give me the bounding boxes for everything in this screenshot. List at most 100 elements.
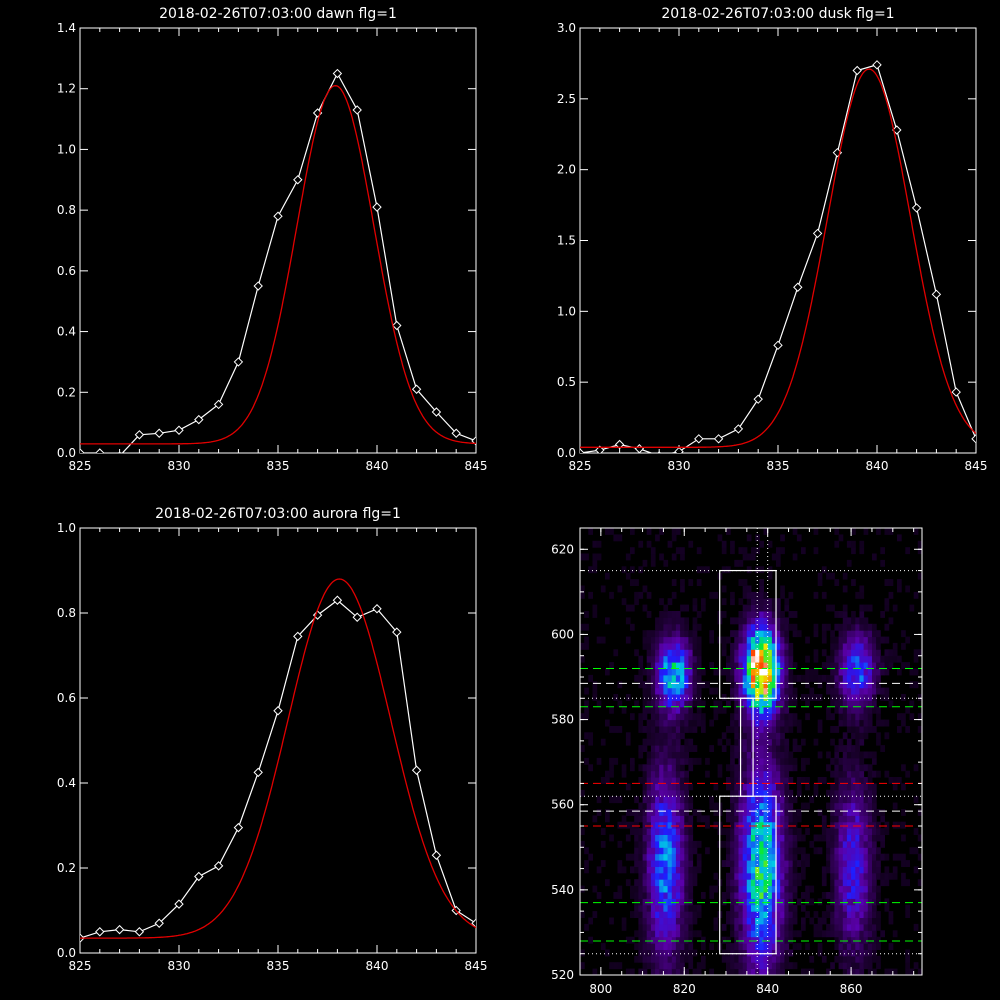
data-point: [253, 281, 263, 291]
y-tick-label: 0.6: [57, 264, 76, 278]
data-point: [694, 434, 704, 444]
data-point: [273, 211, 283, 221]
data-point: [614, 439, 625, 450]
data-point: [872, 60, 882, 70]
y-tick-label: 580: [551, 713, 574, 727]
y-tick-label: 1.0: [57, 521, 76, 535]
data-point: [773, 340, 783, 351]
x-tick-label: 830: [168, 959, 191, 973]
data-point: [657, 451, 662, 453]
x-tick-label: 825: [569, 459, 592, 473]
data-point: [134, 927, 145, 937]
data-point: [753, 394, 763, 404]
y-tick-label: 0.5: [557, 375, 576, 389]
data-point: [95, 927, 105, 937]
y-tick-label: 2.0: [557, 163, 576, 177]
data-point: [95, 448, 105, 453]
y-tick-label: 620: [551, 542, 574, 556]
data-point: [194, 871, 204, 882]
data-point: [931, 289, 942, 300]
y-tick-label: 600: [551, 627, 574, 641]
image-panel: 800 820 840 860 520 540 560 580 600 620: [551, 527, 923, 996]
data-point: [733, 424, 744, 434]
data-point: [372, 604, 382, 614]
y-tick-label: 0.8: [57, 606, 76, 620]
x-tick-label: 835: [267, 459, 290, 473]
y-tick-label: 0.0: [557, 446, 576, 460]
chart-title: 2018-02-26T07:03:00 aurora flg=1: [155, 506, 401, 522]
data-point: [273, 706, 283, 716]
heatmap-image: [580, 528, 923, 976]
data-point: [293, 175, 303, 185]
data-point: [114, 924, 125, 935]
data-point: [793, 282, 803, 292]
x-tick-label: 840: [756, 982, 779, 996]
x-tick-label: 820: [673, 982, 696, 996]
data-point: [332, 68, 343, 79]
data-point: [372, 202, 382, 212]
y-tick-label: 1.5: [557, 234, 576, 248]
y-tick-label: 3.0: [557, 21, 576, 35]
y-tick-label: 1.2: [57, 82, 76, 96]
x-tick-label: 845: [465, 459, 488, 473]
y-tick-label: 1.0: [557, 304, 576, 318]
plot-data: [80, 68, 476, 453]
data-point: [117, 451, 122, 453]
x-tick-label: 835: [267, 959, 290, 973]
y-tick-label: 0.8: [57, 203, 76, 217]
x-tick-label: 835: [767, 459, 790, 473]
data-point: [134, 430, 145, 440]
x-tick-label: 825: [69, 459, 92, 473]
data-point: [451, 428, 461, 438]
spectrum-panel-0: 2018-02-26T07:03:00 dawn flg=1 825 830 835 8…: [57, 6, 488, 473]
fit-line: [80, 85, 476, 445]
data-point: [174, 425, 184, 435]
fit-line: [80, 578, 476, 939]
data-point: [713, 434, 724, 444]
fit-line: [580, 68, 976, 448]
y-tick-label: 2.5: [557, 92, 576, 106]
data-point: [411, 384, 422, 394]
chart-title: 2018-02-26T07:03:00 dawn flg=1: [159, 6, 397, 22]
plot-frame: [579, 527, 923, 976]
data-point: [233, 357, 244, 367]
x-tick-label: 840: [866, 459, 889, 473]
data-point: [332, 595, 343, 605]
x-tick-label: 860: [840, 982, 863, 996]
data-point: [674, 446, 684, 453]
x-tick-label: 845: [465, 959, 488, 973]
data-point: [293, 631, 303, 642]
data-point: [213, 399, 224, 410]
data-point: [951, 387, 961, 397]
spectrum-panel-1: 2018-02-26T07:03:00 dusk flg=1 825 830 835 8…: [557, 6, 988, 473]
y-tick-label: 560: [551, 798, 574, 812]
y-tick-label: 520: [551, 968, 574, 982]
plot-data: [80, 578, 476, 943]
data-point: [213, 861, 224, 871]
data-point: [392, 627, 402, 637]
data-point: [595, 445, 605, 453]
x-tick-label: 840: [366, 959, 389, 973]
y-tick-label: 0.4: [57, 325, 76, 339]
y-tick-label: 1.0: [57, 142, 76, 156]
data-point: [352, 612, 362, 622]
data-point: [154, 428, 164, 438]
x-tick-label: 825: [69, 959, 92, 973]
data-point: [80, 448, 85, 453]
data-point: [392, 320, 402, 331]
data-point: [911, 203, 922, 213]
data-point: [233, 822, 244, 833]
spectrum-panel-2: 2018-02-26T07:03:00 aurora flg=1 825 830 83…: [57, 506, 488, 973]
data-point: [431, 407, 442, 417]
y-tick-label: 0.6: [57, 691, 76, 705]
data-point: [971, 434, 976, 444]
y-tick-label: 540: [551, 883, 574, 897]
data-point: [411, 765, 422, 775]
data-point: [431, 850, 442, 860]
chart-title: 2018-02-26T07:03:00 dusk flg=1: [661, 6, 894, 22]
y-tick-label: 0.0: [57, 946, 76, 960]
x-tick-label: 830: [668, 459, 691, 473]
data-point: [580, 448, 585, 453]
x-tick-label: 830: [168, 459, 191, 473]
